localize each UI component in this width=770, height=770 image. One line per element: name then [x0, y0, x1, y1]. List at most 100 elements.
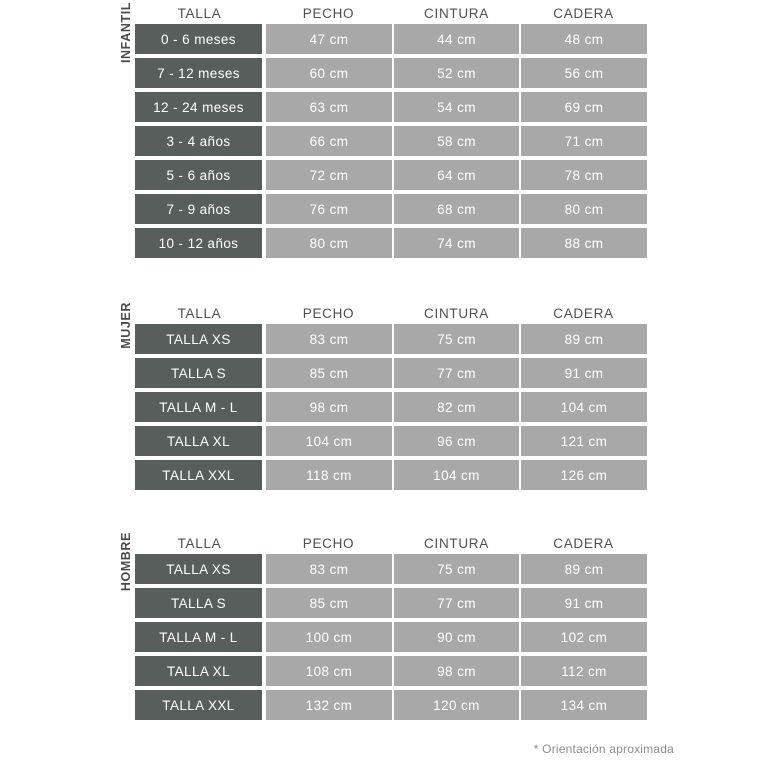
table-row: TALLA XXL 118 cm 104 cm 126 cm	[135, 460, 647, 490]
cell-cintura: 68 cm	[393, 194, 520, 224]
table-header-row: TALLA PECHO CINTURA CADERA	[135, 532, 647, 554]
cell-size-label: TALLA XS	[135, 324, 264, 354]
cell-cadera: 104 cm	[520, 392, 647, 422]
cell-pecho: 108 cm	[264, 656, 393, 686]
cell-size-label: TALLA XXL	[135, 690, 264, 720]
cell-cintura: 74 cm	[393, 228, 520, 258]
column-header-pecho: PECHO	[302, 305, 355, 321]
cell-cintura: 58 cm	[393, 126, 520, 156]
table-row: 5 - 6 años 72 cm 64 cm 78 cm	[135, 160, 647, 190]
cell-cintura: 75 cm	[393, 554, 520, 584]
cell-cadera: 69 cm	[520, 92, 647, 122]
cell-cintura: 98 cm	[393, 656, 520, 686]
table-row: TALLA M - L 100 cm 90 cm 102 cm	[135, 622, 647, 652]
cell-size-label: TALLA S	[135, 588, 264, 618]
cell-cadera: 48 cm	[520, 24, 647, 54]
table-row: 7 - 9 años 76 cm 68 cm 80 cm	[135, 194, 647, 224]
cell-pecho: 80 cm	[264, 228, 393, 258]
cell-pecho: 60 cm	[264, 58, 393, 88]
column-header-cintura: CINTURA	[424, 5, 489, 21]
cell-cadera: 56 cm	[520, 58, 647, 88]
cell-cintura: 90 cm	[393, 622, 520, 652]
cell-size-label: 7 - 9 años	[135, 194, 264, 224]
cell-size-label: 5 - 6 años	[135, 160, 264, 190]
table-row: 7 - 12 meses 60 cm 52 cm 56 cm	[135, 58, 647, 88]
column-header-cadera: CADERA	[553, 535, 614, 551]
cell-cadera: 91 cm	[520, 588, 647, 618]
table-grid: TALLA PECHO CINTURA CADERA 0 - 6 meses 47 cm 4…	[135, 2, 647, 258]
cell-size-label: TALLA XXL	[135, 460, 264, 490]
cell-cadera: 89 cm	[520, 324, 647, 354]
cell-size-label: 12 - 24 meses	[135, 92, 264, 122]
cell-cadera: 102 cm	[520, 622, 647, 652]
table-body: TALLA XS 83 cm 75 cm 89 cm TALLA S 85 cm 77 cm…	[135, 324, 647, 490]
cell-cadera: 88 cm	[520, 228, 647, 258]
table-row: TALLA XXL 132 cm 120 cm 134 cm	[135, 690, 647, 720]
cell-pecho: 104 cm	[264, 426, 393, 456]
column-header-cintura: CINTURA	[424, 535, 489, 551]
footnote-approximate-orientation: * Orientación aproximada	[533, 742, 674, 756]
column-header-cadera: CADERA	[553, 5, 614, 21]
table-side-label: HOMBRE	[0, 532, 133, 591]
cell-cadera: 134 cm	[520, 690, 647, 720]
table-row: TALLA XL 108 cm 98 cm 112 cm	[135, 656, 647, 686]
cell-cadera: 89 cm	[520, 554, 647, 584]
cell-size-label: 7 - 12 meses	[135, 58, 264, 88]
cell-size-label: 10 - 12 años	[135, 228, 264, 258]
table-side-label: INFANTIL	[0, 2, 133, 64]
table-side-label-text: INFANTIL	[118, 2, 133, 64]
cell-pecho: 72 cm	[264, 160, 393, 190]
table-row: TALLA S 85 cm 77 cm 91 cm	[135, 588, 647, 618]
cell-pecho: 47 cm	[264, 24, 393, 54]
cell-cintura: 75 cm	[393, 324, 520, 354]
table-row: TALLA XS 83 cm 75 cm 89 cm	[135, 554, 647, 584]
table-header-row: TALLA PECHO CINTURA CADERA	[135, 2, 647, 24]
table-row: TALLA M - L 98 cm 82 cm 104 cm	[135, 392, 647, 422]
cell-cintura: 82 cm	[393, 392, 520, 422]
cell-pecho: 66 cm	[264, 126, 393, 156]
cell-cintura: 77 cm	[393, 588, 520, 618]
cell-pecho: 85 cm	[264, 588, 393, 618]
cell-pecho: 63 cm	[264, 92, 393, 122]
column-header-cintura: CINTURA	[424, 305, 489, 321]
column-header-pecho: PECHO	[302, 535, 355, 551]
cell-cintura: 64 cm	[393, 160, 520, 190]
cell-size-label: TALLA M - L	[135, 622, 264, 652]
cell-pecho: 118 cm	[264, 460, 393, 490]
table-side-label-text: MUJER	[118, 302, 133, 349]
table-row: TALLA S 85 cm 77 cm 91 cm	[135, 358, 647, 388]
cell-size-label: 3 - 4 años	[135, 126, 264, 156]
cell-cadera: 126 cm	[520, 460, 647, 490]
cell-size-label: TALLA XS	[135, 554, 264, 584]
cell-cadera: 121 cm	[520, 426, 647, 456]
cell-size-label: TALLA S	[135, 358, 264, 388]
cell-cintura: 104 cm	[393, 460, 520, 490]
table-row: 0 - 6 meses 47 cm 44 cm 48 cm	[135, 24, 647, 54]
cell-pecho: 76 cm	[264, 194, 393, 224]
cell-cintura: 120 cm	[393, 690, 520, 720]
cell-size-label: 0 - 6 meses	[135, 24, 264, 54]
cell-size-label: TALLA M - L	[135, 392, 264, 422]
cell-cadera: 78 cm	[520, 160, 647, 190]
column-header-talla: TALLA	[177, 535, 222, 551]
table-row: 12 - 24 meses 63 cm 54 cm 69 cm	[135, 92, 647, 122]
table-row: TALLA XS 83 cm 75 cm 89 cm	[135, 324, 647, 354]
cell-cintura: 77 cm	[393, 358, 520, 388]
column-header-cadera: CADERA	[553, 305, 614, 321]
cell-size-label: TALLA XL	[135, 426, 264, 456]
column-header-talla: TALLA	[177, 5, 222, 21]
cell-cadera: 80 cm	[520, 194, 647, 224]
cell-cadera: 71 cm	[520, 126, 647, 156]
table-row: 10 - 12 años 80 cm 74 cm 88 cm	[135, 228, 647, 258]
cell-pecho: 132 cm	[264, 690, 393, 720]
table-header-row: TALLA PECHO CINTURA CADERA	[135, 302, 647, 324]
table-grid: TALLA PECHO CINTURA CADERA TALLA XS 83 cm 75 c…	[135, 532, 647, 720]
cell-cintura: 96 cm	[393, 426, 520, 456]
cell-pecho: 100 cm	[264, 622, 393, 652]
table-body: 0 - 6 meses 47 cm 44 cm 48 cm 7 - 12 meses 60…	[135, 24, 647, 258]
cell-cintura: 44 cm	[393, 24, 520, 54]
cell-cintura: 54 cm	[393, 92, 520, 122]
cell-pecho: 98 cm	[264, 392, 393, 422]
cell-pecho: 83 cm	[264, 554, 393, 584]
